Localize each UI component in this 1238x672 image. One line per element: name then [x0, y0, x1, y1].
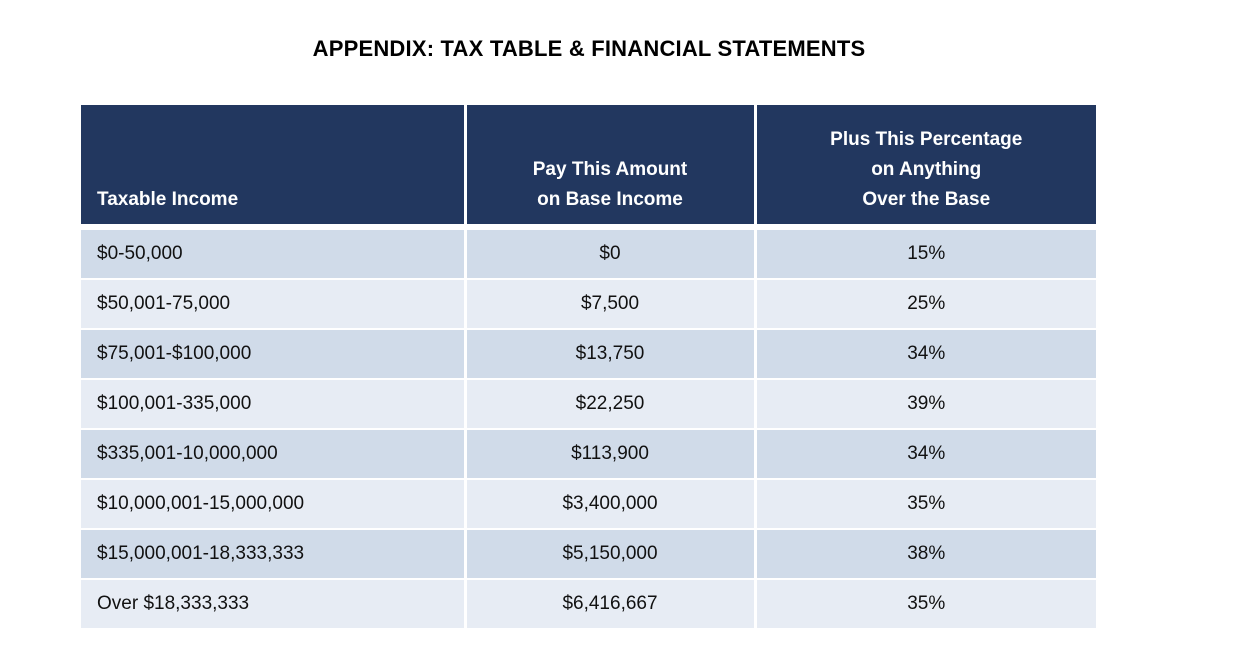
taxable-income-cell: $50,001-75,000 — [81, 279, 467, 330]
table-row: Over $18,333,333 $6,416,667 35% — [81, 579, 1096, 630]
base-amount-cell: $6,416,667 — [465, 579, 757, 630]
table-row: $75,001-$100,000 $13,750 34% — [81, 329, 1096, 380]
header-line: on Base Income — [537, 189, 683, 210]
base-amount-cell: $5,150,000 — [465, 529, 757, 580]
percentage-cell: 25% — [755, 279, 1096, 330]
table-row: $50,001-75,000 $7,500 25% — [81, 279, 1096, 330]
tax-table: Taxable Income Pay This Amount on Base I… — [81, 105, 1096, 630]
table-row: $0-50,000 $0 15% — [81, 227, 1096, 280]
base-amount-cell: $22,250 — [465, 379, 757, 430]
base-amount-cell: $13,750 — [465, 329, 757, 380]
taxable-income-cell: $100,001-335,000 — [81, 379, 467, 430]
base-amount-cell: $3,400,000 — [465, 479, 757, 530]
table-row: $10,000,001-15,000,000 $3,400,000 35% — [81, 479, 1096, 530]
percentage-cell: 34% — [755, 329, 1096, 380]
header-line: on Anything — [871, 159, 982, 180]
percentage-cell: 35% — [755, 479, 1096, 530]
taxable-income-cell: $335,001-10,000,000 — [81, 429, 467, 480]
taxable-income-cell: $0-50,000 — [81, 227, 467, 280]
table-header-row: Taxable Income Pay This Amount on Base I… — [81, 105, 1096, 230]
header-line: Over the Base — [862, 189, 991, 210]
header-taxable-income: Taxable Income — [81, 105, 467, 230]
header-line: Pay This Amount — [532, 159, 688, 180]
table-row: $100,001-335,000 $22,250 39% — [81, 379, 1096, 430]
percentage-cell: 38% — [755, 529, 1096, 580]
table-row: $15,000,001-18,333,333 $5,150,000 38% — [81, 529, 1096, 580]
percentage-cell: 35% — [755, 579, 1096, 630]
base-amount-cell: $7,500 — [465, 279, 757, 330]
taxable-income-cell: $15,000,001-18,333,333 — [81, 529, 467, 580]
taxable-income-cell: $75,001-$100,000 — [81, 329, 467, 380]
percentage-cell: 15% — [755, 227, 1096, 280]
header-line: Taxable Income — [97, 189, 239, 210]
page-title: APPENDIX: TAX TABLE & FINANCIAL STATEMEN… — [312, 36, 866, 61]
percentage-cell: 39% — [755, 379, 1096, 430]
taxable-income-cell: Over $18,333,333 — [81, 579, 467, 630]
header-percentage: Plus This Percentage on Anything Over th… — [755, 105, 1096, 230]
taxable-income-cell: $10,000,001-15,000,000 — [81, 479, 467, 530]
percentage-cell: 34% — [755, 429, 1096, 480]
base-amount-cell: $0 — [465, 227, 757, 280]
header-line: Plus This Percentage — [830, 129, 1023, 150]
base-amount-cell: $113,900 — [465, 429, 757, 480]
header-base-amount: Pay This Amount on Base Income — [465, 105, 757, 230]
table-row: $335,001-10,000,000 $113,900 34% — [81, 429, 1096, 480]
